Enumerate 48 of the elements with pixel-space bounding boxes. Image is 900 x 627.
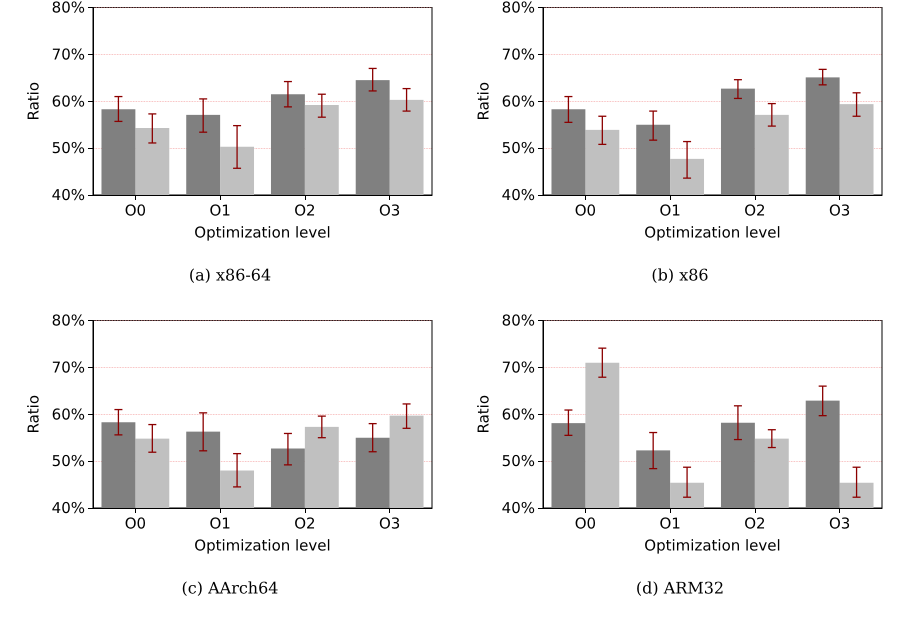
x-tick-label: O3 (828, 202, 850, 220)
y-tick-label: 60% (502, 405, 535, 424)
text: (c) AArch64 (182, 578, 278, 598)
y-axis-title: Ratio (474, 82, 492, 121)
x-tick-label: O0 (574, 202, 596, 220)
x-tick-label: O1 (659, 202, 681, 220)
y-tick-label: 60% (502, 92, 535, 110)
y-tick-label: 40% (502, 186, 535, 204)
y-axis-title: Ratio (24, 82, 42, 121)
y-tick-label: 50% (502, 452, 535, 470)
y-tick-label: 80% (502, 312, 535, 330)
x-tick-label: O3 (828, 514, 850, 532)
x-axis-title: Optimization level (194, 536, 331, 554)
x-tick-label: O2 (744, 514, 766, 532)
x-axis-title: Optimization level (194, 224, 331, 242)
text: (a) x86-64 (188, 266, 272, 284)
y-tick-label: 40% (52, 499, 85, 517)
y-tick-label: 80% (502, 0, 535, 16)
x-tick-label: O1 (209, 202, 231, 220)
x-tick-label: O0 (124, 202, 146, 220)
y-tick-label: 50% (52, 452, 85, 470)
y-tick-label: 70% (502, 358, 535, 376)
x-tick-label: O1 (209, 514, 231, 532)
y-tick-label: 40% (502, 499, 535, 517)
x-tick-label: O3 (378, 202, 400, 220)
y-axis-title: Ratio (24, 394, 42, 434)
y-tick-label: 70% (52, 45, 85, 64)
y-tick-label: 70% (502, 45, 535, 64)
y-axis-title: Ratio (474, 394, 492, 434)
x-axis-title: Optimization level (644, 224, 781, 242)
x-tick-label: O2 (294, 514, 316, 532)
x-tick-label: O3 (378, 514, 400, 532)
x-axis-title: Optimization level (644, 536, 781, 554)
y-tick-label: 50% (52, 139, 85, 158)
text: (d) ARM32 (636, 578, 724, 598)
x-tick-label: O2 (744, 202, 766, 220)
y-tick-label: 40% (52, 186, 85, 204)
text: (b) x86 (651, 266, 709, 284)
y-tick-label: 80% (52, 312, 85, 330)
x-tick-label: O2 (294, 202, 316, 220)
y-tick-label: 60% (52, 405, 85, 424)
y-tick-label: 50% (502, 139, 535, 158)
x-tick-label: O0 (124, 514, 146, 532)
y-tick-label: 70% (52, 358, 85, 376)
y-tick-label: 80% (52, 0, 85, 16)
y-tick-label: 60% (52, 92, 85, 110)
x-tick-label: O1 (659, 514, 681, 532)
x-tick-label: O0 (574, 514, 596, 532)
